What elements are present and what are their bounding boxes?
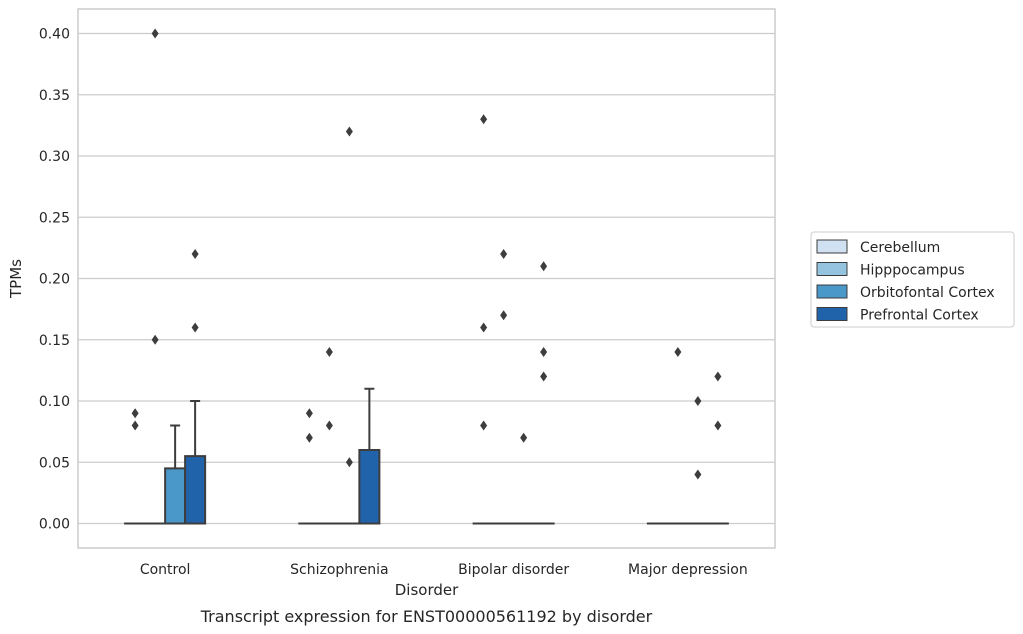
outlier-point <box>714 420 722 431</box>
box-prefrontal-cortex <box>358 387 381 525</box>
outlier-point <box>151 334 159 345</box>
outlier-point <box>694 396 702 406</box>
legend-frame <box>810 231 1015 328</box>
y-tick-label: 0.30 <box>39 149 70 165</box>
outlier-point <box>500 249 508 259</box>
box-prefrontal-cortex <box>184 249 207 525</box>
box-cerebellum <box>124 408 147 525</box>
x-tick-label: Bipolar disorder <box>458 562 569 578</box>
outlier-point <box>714 371 722 382</box>
outlier-point <box>520 432 528 443</box>
legend-label: Hipppocampus <box>860 263 965 279</box>
outlier-point <box>694 469 702 480</box>
box-prefrontal-cortex <box>706 371 729 525</box>
y-tick-labels: 0.00 0.05 0.10 0.15 0.20 0.25 0.30 0.35 0.40 <box>39 27 70 533</box>
legend-swatch <box>816 307 848 321</box>
y-tick-label: 0.20 <box>39 272 70 288</box>
y-tick-label: 0.35 <box>39 88 70 104</box>
outlier-point <box>540 261 548 272</box>
legend-swatch <box>816 284 848 299</box>
outlier-point <box>305 432 313 443</box>
outlier-point <box>500 310 508 321</box>
x-tick-label: Control <box>140 562 191 578</box>
figure-caption: Transcript expression for ENST0000056119… <box>200 607 653 626</box>
boxes <box>124 28 729 525</box>
legend-label: Prefrontal Cortex <box>860 308 979 324</box>
legend-swatch <box>816 239 848 254</box>
outlier-point <box>674 347 682 357</box>
outlier-point <box>345 457 353 468</box>
outlier-point <box>305 408 313 419</box>
box-hipppocampus <box>666 347 689 525</box>
outlier-point <box>540 371 548 382</box>
box-hipppocampus <box>492 249 515 525</box>
outlier-point <box>480 420 488 431</box>
y-tick-label: 0.00 <box>39 517 70 533</box>
y-tick-label: 0.15 <box>39 333 70 349</box>
box-orbitofontal-cortex <box>338 126 361 525</box>
legend-swatch <box>816 262 848 276</box>
legend: Cerebellum Hipppocampus Orbitofontal Corte… <box>810 231 1015 328</box>
box-orbitofontal-cortex <box>686 396 709 525</box>
x-tick-label: Major depression <box>628 562 748 578</box>
outlier-point <box>325 420 333 431</box>
outlier-point <box>540 347 548 357</box>
box-hipppocampus <box>318 347 341 525</box>
outlier-point <box>191 322 199 333</box>
outlier-point <box>480 114 488 125</box>
legend-label: Cerebellum <box>860 240 940 256</box>
gridlines <box>78 32 775 525</box>
box-orbitofontal-cortex <box>164 424 187 525</box>
outlier-point <box>131 408 139 419</box>
outlier-point <box>325 347 333 357</box>
y-tick-label: 0.40 <box>39 27 70 43</box>
box-body <box>184 455 207 525</box>
y-tick-label: 0.25 <box>39 210 70 226</box>
legend-label: Orbitofontal Cortex <box>860 285 995 301</box>
x-tick-label: Schizophrenia <box>290 562 388 578</box>
x-axis-label: Disorder <box>395 581 459 599</box>
outlier-point <box>151 28 159 39</box>
outlier-point <box>345 126 353 137</box>
box-body <box>164 467 187 525</box>
box-orbitofontal-cortex <box>512 432 535 525</box>
x-tick-labels: Control Schizophrenia Bipolar disorder Majo… <box>140 562 748 578</box>
outlier-point <box>131 420 139 431</box>
y-tick-label: 0.10 <box>39 394 70 410</box>
y-tick-label: 0.05 <box>39 455 70 471</box>
box-cerebellum <box>298 408 321 525</box>
outlier-point <box>191 249 199 259</box>
outlier-point <box>480 322 488 333</box>
y-axis-label: TPMs <box>7 259 25 299</box>
box-prefrontal-cortex <box>532 261 555 525</box>
plot-frame <box>77 8 776 549</box>
box-hipppocampus <box>144 28 167 525</box>
box-body <box>358 449 381 525</box>
